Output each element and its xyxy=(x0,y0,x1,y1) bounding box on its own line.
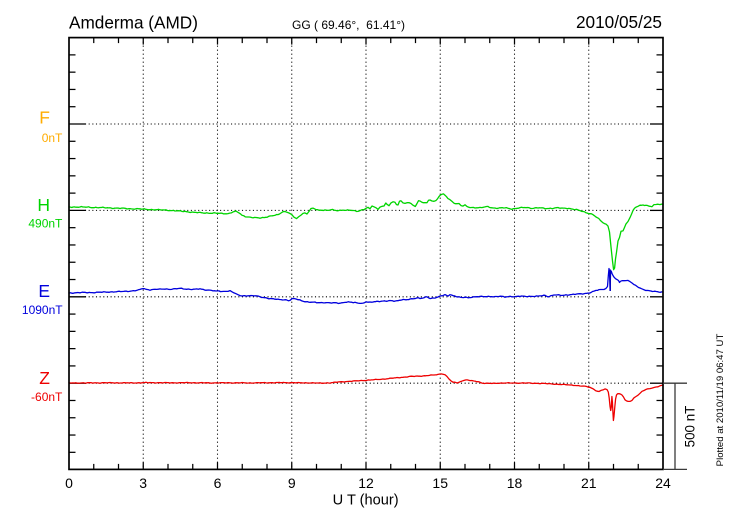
svg-text:0: 0 xyxy=(65,475,73,491)
svg-text:F: F xyxy=(39,108,50,128)
svg-text:2010/05/25: 2010/05/25 xyxy=(576,12,662,32)
svg-text:15: 15 xyxy=(432,475,448,491)
svg-text:-60nT: -60nT xyxy=(31,390,63,404)
svg-text:12: 12 xyxy=(358,475,374,491)
svg-text:U T (hour): U T (hour) xyxy=(333,493,399,509)
svg-text:24: 24 xyxy=(655,475,671,491)
svg-text:18: 18 xyxy=(507,475,523,491)
svg-text:0nT: 0nT xyxy=(42,131,63,145)
svg-text:E: E xyxy=(38,281,50,301)
svg-text:3: 3 xyxy=(139,475,147,491)
svg-text:6: 6 xyxy=(214,475,222,491)
svg-text:GG ( 69.46°, 61.41°): GG ( 69.46°, 61.41°) xyxy=(292,18,405,32)
svg-text:490nT: 490nT xyxy=(28,217,63,231)
svg-text:Plotted at 2010/11/19 06:47 UT: Plotted at 2010/11/19 06:47 UT xyxy=(715,334,726,467)
svg-text:1090nT: 1090nT xyxy=(22,303,63,317)
svg-text:Amderma (AMD): Amderma (AMD) xyxy=(69,13,198,33)
svg-text:21: 21 xyxy=(581,475,597,491)
svg-text:9: 9 xyxy=(288,475,296,491)
svg-text:500 nT: 500 nT xyxy=(683,406,698,448)
svg-text:Z: Z xyxy=(39,368,50,388)
svg-text:H: H xyxy=(37,195,50,215)
